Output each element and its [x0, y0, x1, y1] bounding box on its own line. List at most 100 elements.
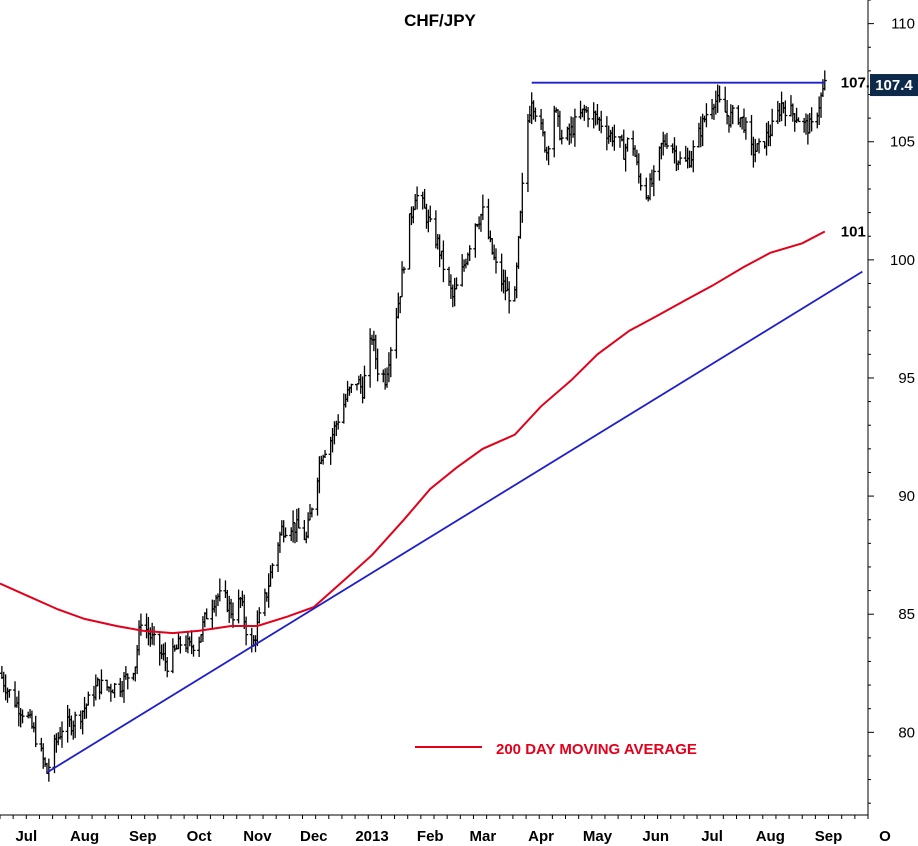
price-bar [664, 132, 669, 149]
x-tick-label: May [583, 828, 613, 845]
last-price-box: 107.4 [870, 74, 918, 97]
price-bar [362, 365, 367, 399]
x-tick-label: Jul [15, 828, 37, 845]
price-bar [309, 507, 314, 518]
x-tick-label: Feb [417, 828, 444, 845]
price-bar [170, 638, 175, 674]
x-tick-label: O [879, 828, 891, 845]
price-bar [428, 205, 433, 223]
y-axis: 80 85 90 95 100 105 110 [868, 0, 915, 804]
legend-label: 200 DAY MOVING AVERAGE [496, 741, 697, 758]
price-bar [572, 108, 577, 147]
price-bar [354, 383, 359, 391]
price-bar [165, 656, 170, 678]
price-bar [480, 194, 485, 221]
x-axis: Jul Aug Sep Oct Nov Dec 2013 Feb Mar Apr May Jun Jul… [0, 815, 891, 845]
y-tick-label: 100 [890, 252, 915, 269]
price-bar [533, 107, 538, 122]
price-bar [552, 105, 557, 158]
y-tick-label: 80 [898, 724, 915, 741]
price-bar [60, 721, 64, 748]
price-bar [546, 145, 551, 166]
price-bar [809, 107, 814, 132]
moving-average-level-label: 101 [841, 224, 866, 241]
price-bar [730, 105, 735, 125]
price-bar [757, 138, 762, 154]
price-bar [494, 248, 498, 274]
x-tick-label: Aug [756, 828, 785, 845]
support-trendline [46, 270, 863, 774]
legend: 200 DAY MOVING AVERAGE [415, 741, 697, 758]
chart-title: CHF/JPY [404, 11, 476, 30]
x-tick-label: Nov [243, 828, 272, 845]
price-bar [586, 106, 591, 128]
price-bar [822, 70, 827, 91]
y-tick-label: 95 [898, 370, 915, 387]
x-tick-label: Jul [701, 828, 723, 845]
price-bar [691, 140, 696, 173]
price-bar [73, 711, 78, 739]
x-tick-label: 2013 [355, 828, 388, 845]
last-price-label: 107.4 [875, 77, 913, 94]
y-tick-label: 110 [891, 16, 915, 33]
price-bar [138, 613, 143, 636]
price-bar [230, 602, 235, 628]
y-tick-label: 85 [898, 606, 915, 623]
price-bar [704, 103, 709, 128]
price-bar [401, 266, 406, 274]
price-bar [520, 172, 525, 223]
price-bar [257, 607, 262, 624]
price-bar [33, 715, 38, 748]
price-bar [467, 245, 472, 262]
resistance-level-label: 107.5 [841, 75, 879, 92]
price-bar [178, 636, 183, 654]
y-tick-label: 105 [890, 134, 915, 151]
price-bar [507, 281, 512, 314]
price-bar [270, 563, 275, 579]
price-bar [323, 450, 328, 458]
price-bar [244, 616, 249, 646]
x-tick-label: Jun [642, 828, 669, 845]
price-bar [638, 173, 643, 191]
price-bar [612, 124, 617, 151]
price-bar [86, 691, 91, 706]
x-tick-label: Aug [70, 828, 99, 845]
price-bar [283, 527, 288, 538]
price-bar [783, 100, 788, 127]
price-bar [99, 669, 104, 695]
y-tick-label: 90 [898, 488, 915, 505]
price-bar [204, 608, 209, 620]
price-bar [454, 277, 459, 290]
price-bar [678, 151, 683, 165]
price-bar [525, 113, 530, 193]
price-bar [191, 644, 196, 657]
price-bar [717, 85, 722, 103]
price-bar [125, 673, 130, 690]
x-tick-label: Sep [815, 828, 843, 845]
price-bar [46, 758, 51, 782]
price-bar [112, 683, 117, 698]
x-tick-label: Mar [470, 828, 497, 845]
price-bar [20, 709, 25, 724]
price-bars [0, 70, 827, 782]
price-bar [388, 347, 393, 378]
price-bar [441, 240, 446, 283]
price-bar [375, 348, 380, 382]
price-bar [473, 223, 478, 258]
x-tick-label: Dec [300, 828, 328, 845]
price-bar [7, 689, 12, 698]
price-bar [559, 129, 564, 145]
price-bar [770, 108, 775, 137]
price-bar [415, 186, 420, 210]
x-tick-label: Apr [528, 828, 554, 845]
price-bar [796, 117, 801, 123]
x-tick-label: Oct [187, 828, 212, 845]
price-bar [743, 117, 748, 140]
price-bar [349, 383, 354, 394]
price-bar [400, 261, 405, 298]
price-bar [599, 110, 604, 134]
price-bar [217, 578, 222, 602]
price-bar [336, 414, 341, 430]
moving-average-line [0, 230, 826, 635]
